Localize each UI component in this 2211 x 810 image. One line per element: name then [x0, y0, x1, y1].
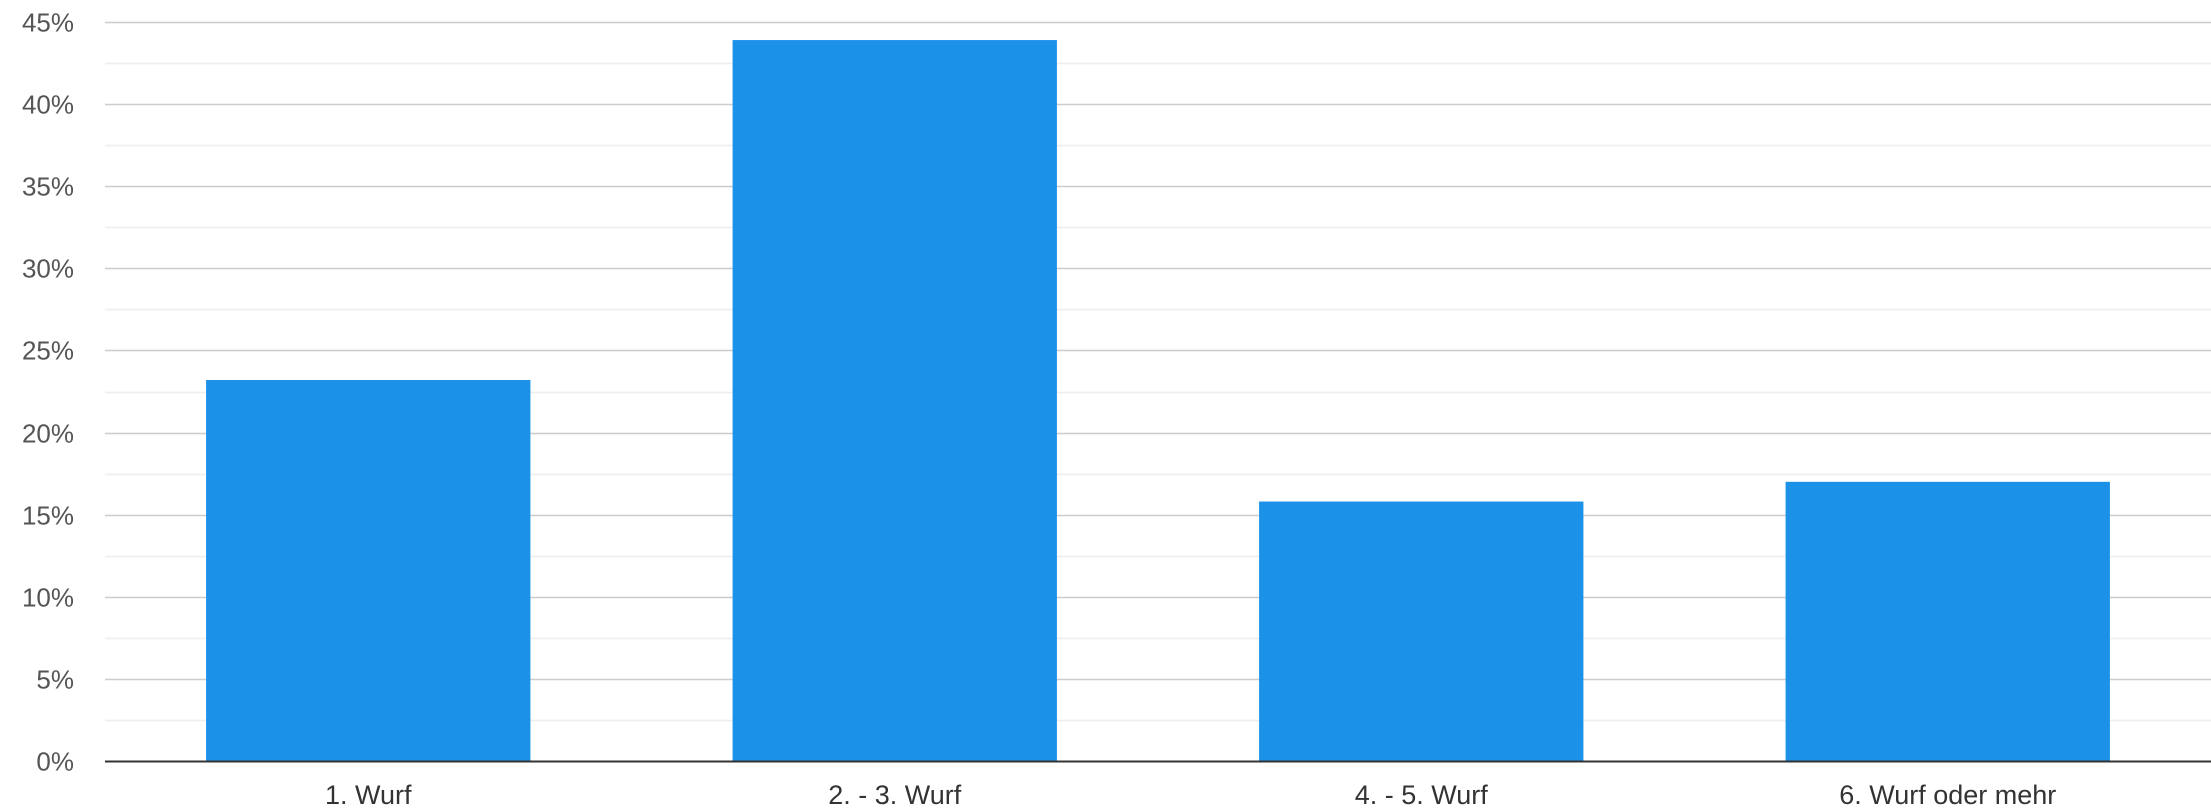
y-tick-label: 30%	[22, 254, 74, 284]
bar	[206, 380, 530, 761]
x-tick-label: 1. Wurf	[325, 780, 412, 810]
y-tick-label: 15%	[22, 501, 74, 531]
y-tick-label: 20%	[22, 419, 74, 449]
y-axis-tick-labels: 0% 5% 10% 15% 20% 25% 30% 35% 40% 45%	[22, 8, 74, 777]
bars	[206, 40, 2110, 761]
y-tick-label: 35%	[22, 172, 74, 202]
y-tick-label: 5%	[36, 665, 74, 695]
y-tick-label: 10%	[22, 583, 74, 613]
y-tick-label: 45%	[22, 8, 74, 38]
x-tick-label: 4. - 5. Wurf	[1355, 780, 1489, 810]
bar	[1786, 482, 2110, 761]
y-tick-label: 0%	[36, 747, 74, 777]
x-tick-label: 2. - 3. Wurf	[828, 780, 962, 810]
x-tick-label: 6. Wurf oder mehr	[1839, 780, 2056, 810]
y-tick-label: 40%	[22, 90, 74, 120]
bar	[1259, 502, 1583, 761]
bar	[733, 40, 1057, 761]
x-axis-category-labels: 1. Wurf 2. - 3. Wurf 4. - 5. Wurf 6. Wurf o…	[325, 780, 2056, 810]
y-tick-label: 25%	[22, 336, 74, 366]
